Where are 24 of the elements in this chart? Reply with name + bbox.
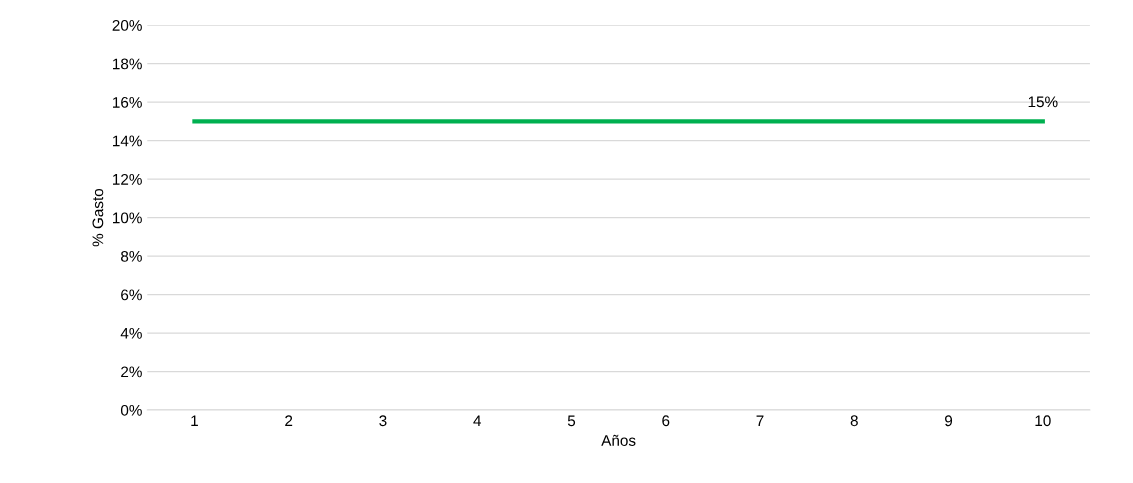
y-axis-title: % Gasto xyxy=(92,188,104,247)
x-tick-label: 1 xyxy=(191,415,198,426)
y-tick-label: 16% xyxy=(113,96,142,108)
y-tick-label: 12% xyxy=(113,173,142,185)
y-tick-label: 0% xyxy=(120,404,142,416)
x-tick-label: 9 xyxy=(945,415,953,427)
y-tick-label: 10% xyxy=(113,212,142,224)
data-label: 15% xyxy=(1028,96,1058,108)
x-tick-label: 7 xyxy=(756,415,764,426)
y-tick-label: 2% xyxy=(121,366,142,378)
x-tick-label: 4 xyxy=(473,415,482,426)
x-tick-label: 2 xyxy=(285,415,293,426)
x-tick-label: 5 xyxy=(567,415,576,427)
y-tick-label: 14% xyxy=(113,135,142,147)
x-tick-label: 8 xyxy=(850,415,858,427)
y-tick-label: 4% xyxy=(120,328,142,339)
y-tick-label: 18% xyxy=(113,58,142,70)
y-tick-label: 6% xyxy=(121,289,142,301)
y-tick-label: 20% xyxy=(112,19,142,31)
x-tick-label: 6 xyxy=(662,415,670,427)
y-tick-label: 8% xyxy=(121,250,142,262)
x-axis-title: Años xyxy=(601,434,636,446)
x-tick-label: 3 xyxy=(379,415,387,427)
x-tick-label: 10 xyxy=(1035,415,1051,427)
